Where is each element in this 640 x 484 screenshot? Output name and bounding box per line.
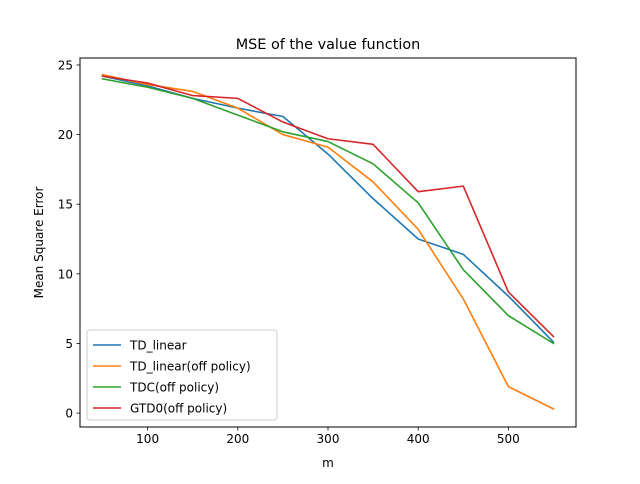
y-tick-label: 5 <box>65 337 73 351</box>
legend-box <box>86 329 278 421</box>
y-tick-label: 10 <box>58 267 73 281</box>
x-tick-label: 300 <box>317 432 340 446</box>
y-tick-label: 15 <box>58 198 73 212</box>
y-axis-label: Mean Square Error <box>32 187 46 299</box>
x-tick-label: 100 <box>136 432 159 446</box>
legend-label: TDC(off policy) <box>129 381 219 395</box>
chart-title: MSE of the value function <box>236 37 421 53</box>
y-axis-ticks: 0 5 10 15 20 25 <box>58 58 80 421</box>
x-tick-label: 200 <box>226 432 249 446</box>
plot-lines <box>101 73 555 410</box>
x-tick-label: 400 <box>407 432 430 446</box>
x-axis-ticks: 100 200 300 400 500 <box>136 427 520 446</box>
legend: TD_linear TD_linear(off policy) TDC(off po… <box>86 329 278 421</box>
y-tick-label: 20 <box>58 128 73 142</box>
series-line-2 <box>101 77 555 345</box>
legend-label: TD_linear(off policy) <box>129 360 251 374</box>
legend-label: GTD0(off policy) <box>130 402 227 416</box>
y-tick-label: 25 <box>58 58 73 72</box>
x-axis-label: m <box>322 456 334 470</box>
x-tick-label: 500 <box>497 432 520 446</box>
series-line-1 <box>101 73 555 410</box>
series-line-3 <box>101 75 555 338</box>
legend-label: TD_linear <box>129 339 187 353</box>
y-tick-label: 0 <box>65 407 73 421</box>
